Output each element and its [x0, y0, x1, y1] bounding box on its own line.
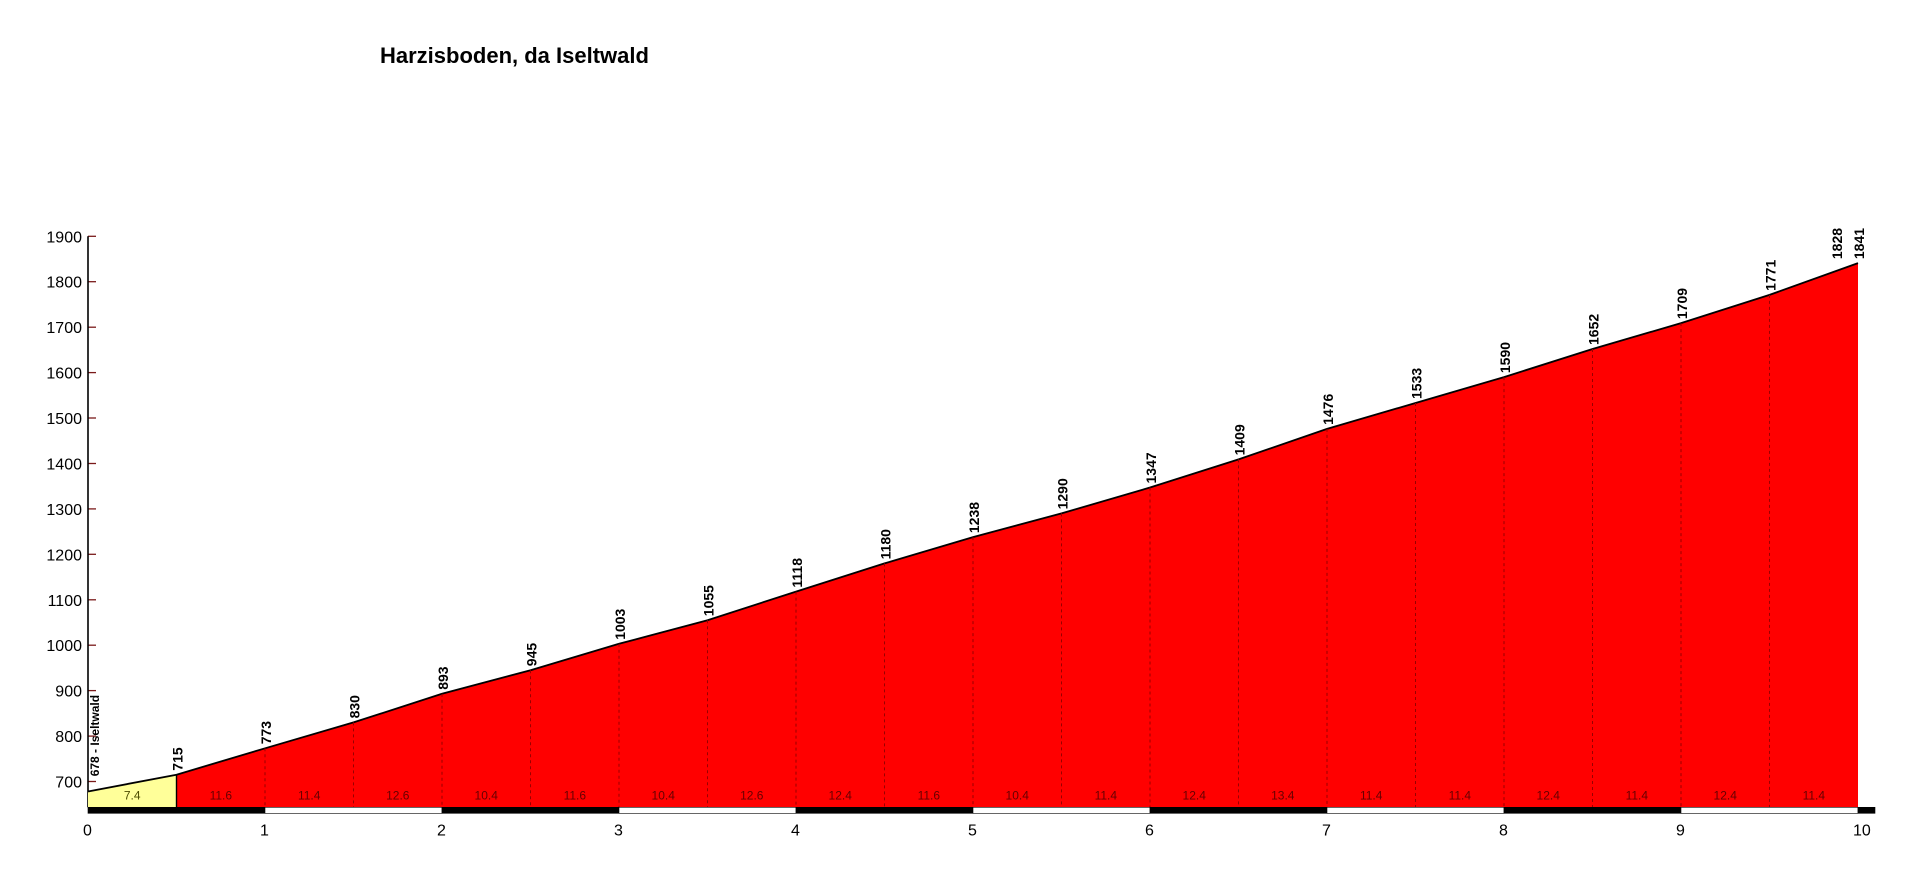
svg-text:13.4: 13.4: [1271, 788, 1295, 802]
svg-text:1700: 1700: [46, 320, 82, 337]
svg-text:11.4: 11.4: [1803, 788, 1826, 802]
svg-text:12.4: 12.4: [1714, 788, 1738, 802]
svg-text:1238: 1238: [966, 502, 982, 533]
svg-text:1290: 1290: [1055, 478, 1071, 509]
svg-text:5: 5: [968, 822, 977, 839]
svg-text:1500: 1500: [46, 411, 82, 428]
svg-text:1841: 1841: [1851, 228, 1867, 259]
svg-text:1900: 1900: [46, 229, 82, 246]
svg-text:1709: 1709: [1674, 288, 1690, 319]
svg-text:7: 7: [1322, 822, 1331, 839]
svg-text:800: 800: [55, 729, 82, 746]
svg-text:1409: 1409: [1232, 424, 1248, 455]
svg-text:11.4: 11.4: [298, 788, 321, 802]
svg-text:1771: 1771: [1763, 260, 1779, 291]
svg-text:11.4: 11.4: [1449, 788, 1472, 802]
svg-text:1400: 1400: [46, 457, 82, 474]
svg-text:12.4: 12.4: [829, 788, 853, 802]
svg-text:830: 830: [347, 695, 363, 719]
svg-text:1652: 1652: [1586, 314, 1602, 345]
svg-text:0: 0: [83, 822, 92, 839]
svg-text:12.4: 12.4: [1537, 788, 1561, 802]
svg-text:1200: 1200: [46, 547, 82, 564]
svg-text:10.4: 10.4: [652, 788, 676, 802]
svg-text:900: 900: [55, 684, 82, 701]
svg-text:6: 6: [1145, 822, 1154, 839]
svg-text:893: 893: [435, 666, 451, 690]
svg-text:1003: 1003: [612, 608, 628, 639]
svg-text:12.6: 12.6: [740, 788, 764, 802]
svg-text:1055: 1055: [701, 585, 717, 616]
svg-text:1590: 1590: [1497, 342, 1513, 373]
svg-text:11.6: 11.6: [564, 788, 587, 802]
svg-text:10: 10: [1853, 822, 1871, 839]
svg-text:1600: 1600: [46, 366, 82, 383]
svg-text:9: 9: [1676, 822, 1685, 839]
svg-text:11.4: 11.4: [1360, 788, 1383, 802]
svg-text:11.4: 11.4: [1095, 788, 1118, 802]
svg-text:1800: 1800: [46, 275, 82, 292]
svg-text:4: 4: [791, 822, 800, 839]
svg-text:1300: 1300: [46, 502, 82, 519]
svg-text:12.6: 12.6: [386, 788, 410, 802]
svg-text:2: 2: [437, 822, 446, 839]
svg-text:1828: 1828: [1829, 228, 1845, 259]
svg-text:1476: 1476: [1320, 394, 1336, 425]
svg-text:11.6: 11.6: [918, 788, 941, 802]
svg-text:1118: 1118: [789, 558, 805, 588]
svg-text:1347: 1347: [1143, 452, 1159, 483]
svg-text:3: 3: [614, 822, 623, 839]
svg-text:8: 8: [1499, 822, 1508, 839]
svg-text:1: 1: [260, 822, 269, 839]
svg-text:7.4: 7.4: [124, 788, 141, 802]
svg-text:945: 945: [524, 643, 540, 667]
svg-text:1000: 1000: [46, 638, 82, 655]
svg-text:11.6: 11.6: [210, 788, 233, 802]
svg-text:700: 700: [55, 775, 82, 792]
svg-text:773: 773: [258, 721, 274, 745]
svg-text:10.4: 10.4: [475, 788, 499, 802]
svg-text:12.4: 12.4: [1183, 788, 1207, 802]
svg-text:715: 715: [170, 747, 186, 771]
svg-text:1533: 1533: [1409, 368, 1425, 399]
svg-text:678 - Iseltwald: 678 - Iseltwald: [88, 695, 102, 776]
svg-text:11.4: 11.4: [1626, 788, 1649, 802]
svg-text:1180: 1180: [878, 529, 894, 560]
svg-text:10.4: 10.4: [1006, 788, 1030, 802]
svg-text:1100: 1100: [48, 593, 83, 610]
